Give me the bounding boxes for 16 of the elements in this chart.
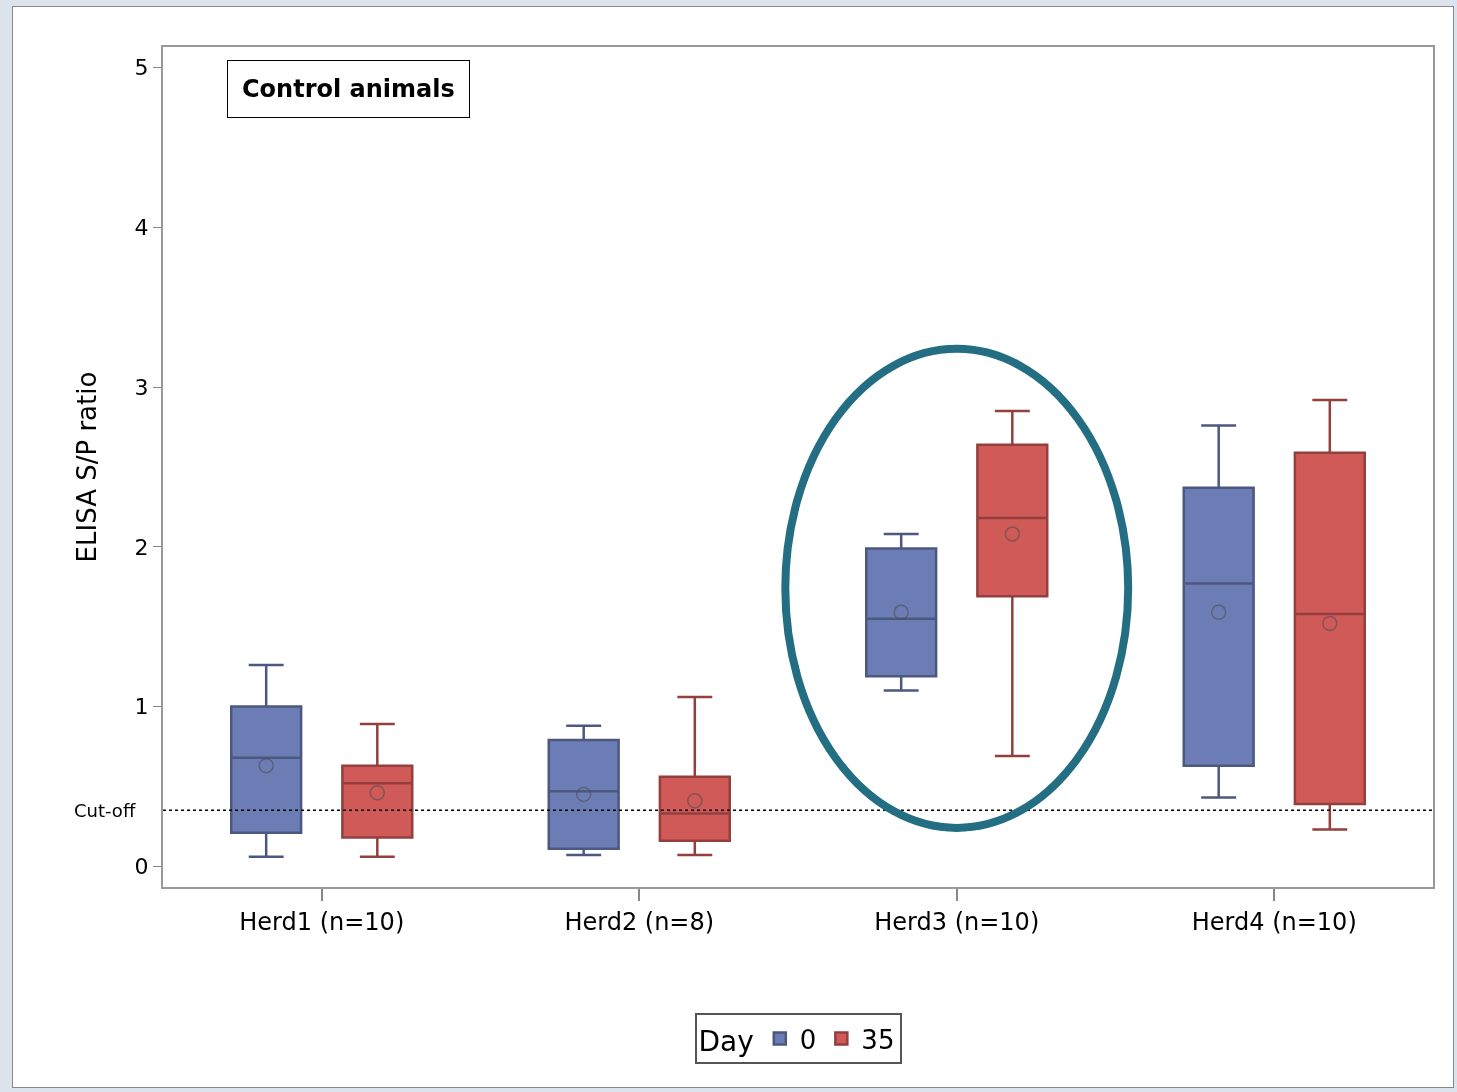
y-tick-label: 1 xyxy=(134,694,149,720)
annotation: Control animals xyxy=(242,75,455,103)
y-tick-label: 0 xyxy=(134,853,149,879)
y-tick-label: 3 xyxy=(134,374,149,400)
x-tick-label: Herd3 (n=10) xyxy=(874,907,1040,936)
y-axis-title: ELISA S/P ratio xyxy=(72,371,103,563)
legend-title: Day xyxy=(698,1025,754,1059)
x-tick-label: Herd4 (n=10) xyxy=(1191,907,1357,936)
y-tick-label: 2 xyxy=(134,534,149,560)
legend-label: 0 xyxy=(799,1024,817,1055)
x-tick-label: Herd2 (n=8) xyxy=(564,907,715,936)
x-tick-label: Herd1 (n=10) xyxy=(239,907,405,936)
ref-line-label: Cut-off xyxy=(74,800,136,821)
legend-label: 35 xyxy=(861,1024,895,1055)
y-tick-label: 5 xyxy=(134,55,149,81)
y-tick-label: 4 xyxy=(134,215,149,241)
